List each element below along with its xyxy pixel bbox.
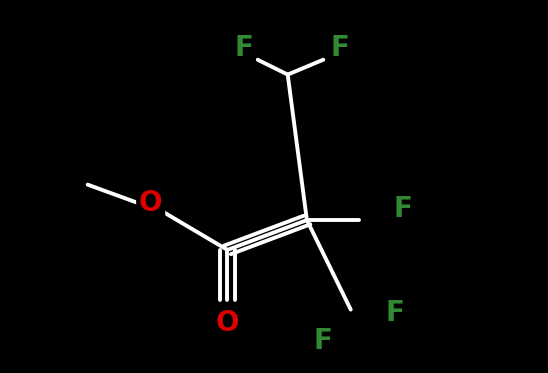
- Text: F: F: [314, 327, 333, 355]
- Text: O: O: [216, 308, 239, 337]
- Text: F: F: [385, 299, 404, 327]
- Text: F: F: [393, 195, 412, 223]
- Text: F: F: [235, 34, 253, 63]
- Text: F: F: [330, 34, 349, 63]
- Text: O: O: [139, 189, 162, 217]
